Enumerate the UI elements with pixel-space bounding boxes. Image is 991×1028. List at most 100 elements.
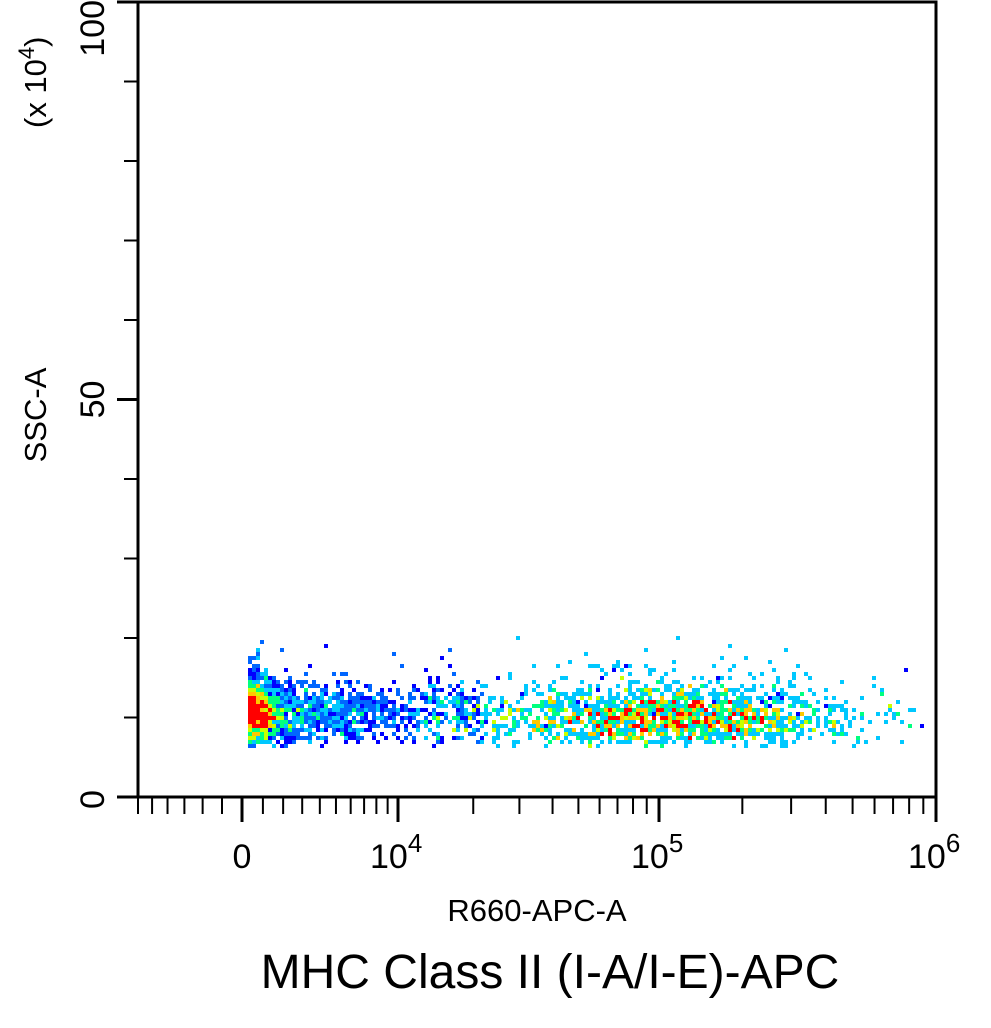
- density-cell: [468, 696, 472, 700]
- density-cell: [268, 712, 272, 716]
- density-cell: [632, 736, 636, 740]
- density-cell: [256, 712, 260, 716]
- density-cell: [676, 732, 680, 736]
- density-cell: [504, 732, 508, 736]
- density-cell: [264, 672, 268, 676]
- density-cell: [736, 720, 740, 724]
- x-axis-ticks: [137, 797, 938, 822]
- density-cell: [252, 684, 256, 688]
- density-cell: [300, 684, 304, 688]
- density-cell: [728, 644, 732, 648]
- density-cell: [496, 736, 500, 740]
- density-cell: [780, 724, 784, 728]
- density-cell: [596, 696, 600, 700]
- density-cell: [704, 716, 708, 720]
- density-cell: [680, 708, 684, 712]
- density-cell: [296, 732, 300, 736]
- density-cell: [288, 684, 292, 688]
- density-cell: [800, 720, 804, 724]
- density-cell: [252, 736, 256, 740]
- density-cell: [272, 692, 276, 696]
- density-cell: [608, 720, 612, 724]
- density-cell: [472, 716, 476, 720]
- density-cell: [324, 712, 328, 716]
- density-cell: [600, 668, 604, 672]
- density-cell: [628, 704, 632, 708]
- density-cell: [760, 672, 764, 676]
- density-cell: [660, 728, 664, 732]
- density-cell: [536, 692, 540, 696]
- density-cell: [688, 732, 692, 736]
- density-cell: [756, 696, 760, 700]
- density-cell: [604, 720, 608, 724]
- density-cell: [384, 716, 388, 720]
- density-cell: [592, 704, 596, 708]
- density-cell: [736, 728, 740, 732]
- density-cell: [348, 692, 352, 696]
- density-cell: [816, 720, 820, 724]
- density-cell: [408, 712, 412, 716]
- density-cell: [392, 732, 396, 736]
- density-cell: [740, 692, 744, 696]
- density-cell: [468, 712, 472, 716]
- density-cell: [644, 712, 648, 716]
- density-cell: [344, 716, 348, 720]
- density-cell: [248, 724, 252, 728]
- density-cell: [792, 704, 796, 708]
- density-cell: [456, 700, 460, 704]
- density-cell: [476, 708, 480, 712]
- density-cell: [520, 708, 524, 712]
- density-cell: [356, 704, 360, 708]
- density-cell: [264, 668, 268, 672]
- density-cell: [648, 720, 652, 724]
- density-cell: [764, 736, 768, 740]
- density-cell: [684, 728, 688, 732]
- density-cell: [612, 720, 616, 724]
- density-cell: [568, 728, 572, 732]
- density-cell: [328, 700, 332, 704]
- density-cell: [268, 716, 272, 720]
- density-cell: [400, 704, 404, 708]
- density-cell: [260, 688, 264, 692]
- density-cell: [624, 688, 628, 692]
- density-cell: [796, 724, 800, 728]
- density-cell: [512, 744, 516, 748]
- density-cell: [280, 696, 284, 700]
- density-cell: [864, 740, 868, 744]
- density-cell: [296, 720, 300, 724]
- density-cell: [664, 708, 668, 712]
- density-cell: [332, 724, 336, 728]
- density-cell: [608, 736, 612, 740]
- density-cell: [812, 708, 816, 712]
- density-cell: [340, 708, 344, 712]
- density-cell: [720, 684, 724, 688]
- density-cell: [724, 736, 728, 740]
- density-cell: [288, 676, 292, 680]
- density-cell: [500, 708, 504, 712]
- density-cell: [552, 680, 556, 684]
- density-cell: [372, 704, 376, 708]
- density-cell: [252, 696, 256, 700]
- density-cell: [692, 724, 696, 728]
- density-cell: [560, 692, 564, 696]
- density-cell: [488, 700, 492, 704]
- density-cell: [340, 728, 344, 732]
- density-cell: [396, 688, 400, 692]
- density-cell: [708, 740, 712, 744]
- density-cell: [740, 700, 744, 704]
- density-cell: [248, 688, 252, 692]
- density-cell: [552, 720, 556, 724]
- density-cell: [440, 688, 444, 692]
- density-cell: [824, 724, 828, 728]
- density-cell: [292, 732, 296, 736]
- density-cell: [276, 704, 280, 708]
- density-cell: [460, 708, 464, 712]
- density-cell: [472, 732, 476, 736]
- density-cell: [856, 740, 860, 744]
- density-cell: [636, 680, 640, 684]
- density-cell: [696, 724, 700, 728]
- density-cell: [372, 716, 376, 720]
- density-cell: [692, 704, 696, 708]
- density-cell: [264, 728, 268, 732]
- density-cell: [356, 736, 360, 740]
